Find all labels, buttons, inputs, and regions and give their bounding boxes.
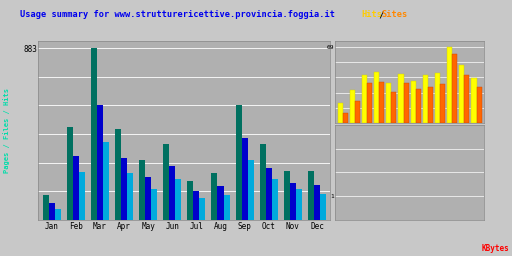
Bar	[145, 177, 151, 220]
Bar	[355, 101, 360, 123]
Bar	[403, 83, 409, 123]
Bar	[127, 173, 133, 220]
Text: Pages / Files / Hits: Pages / Files / Hits	[3, 88, 10, 173]
Bar	[447, 47, 452, 123]
Bar	[169, 166, 175, 220]
Bar	[452, 54, 457, 123]
Bar	[79, 173, 85, 220]
Bar	[248, 160, 253, 220]
Bar	[314, 185, 320, 220]
Bar	[242, 138, 248, 220]
Bar	[151, 189, 157, 220]
Bar	[163, 144, 169, 220]
Bar	[411, 81, 416, 123]
Bar	[337, 103, 343, 123]
Bar	[91, 48, 97, 220]
Bar	[67, 127, 73, 220]
Text: Hits: Hits	[361, 10, 382, 19]
Text: /: /	[374, 10, 390, 19]
Bar	[308, 172, 314, 220]
Bar	[103, 142, 109, 220]
Bar	[379, 82, 385, 123]
Bar	[362, 76, 367, 123]
Bar	[49, 203, 55, 220]
Bar	[435, 73, 440, 123]
Bar	[236, 105, 242, 220]
Bar	[472, 78, 477, 123]
Bar	[121, 158, 127, 220]
Bar	[391, 92, 396, 123]
Bar	[42, 195, 49, 220]
Bar	[459, 66, 464, 123]
Text: Sites: Sites	[381, 10, 408, 19]
Bar	[464, 76, 470, 123]
Bar	[224, 195, 229, 220]
Bar	[296, 189, 302, 220]
Bar	[428, 87, 433, 123]
Text: KBytes: KBytes	[482, 244, 509, 253]
Bar	[211, 173, 218, 220]
Bar	[175, 179, 181, 220]
Bar	[194, 191, 199, 220]
Bar	[55, 209, 61, 220]
Bar	[284, 172, 290, 220]
Bar	[187, 181, 194, 220]
Bar	[386, 83, 391, 123]
Bar	[290, 183, 296, 220]
Text: Usage summary for www.strutturericettive.provincia.foggia.it: Usage summary for www.strutturericettive…	[20, 10, 335, 19]
Bar	[260, 144, 266, 220]
Bar	[367, 83, 372, 123]
Bar	[218, 186, 224, 220]
Bar	[73, 156, 79, 220]
Bar	[115, 129, 121, 220]
Bar	[350, 90, 355, 123]
Bar	[416, 89, 421, 123]
Bar	[199, 198, 205, 220]
Bar	[477, 87, 482, 123]
Bar	[320, 194, 326, 220]
Bar	[440, 84, 445, 123]
Bar	[272, 179, 278, 220]
Bar	[343, 113, 348, 123]
Bar	[266, 168, 272, 220]
Bar	[97, 105, 103, 220]
Bar	[374, 72, 379, 123]
Bar	[423, 76, 428, 123]
Bar	[398, 74, 403, 123]
Bar	[139, 160, 145, 220]
